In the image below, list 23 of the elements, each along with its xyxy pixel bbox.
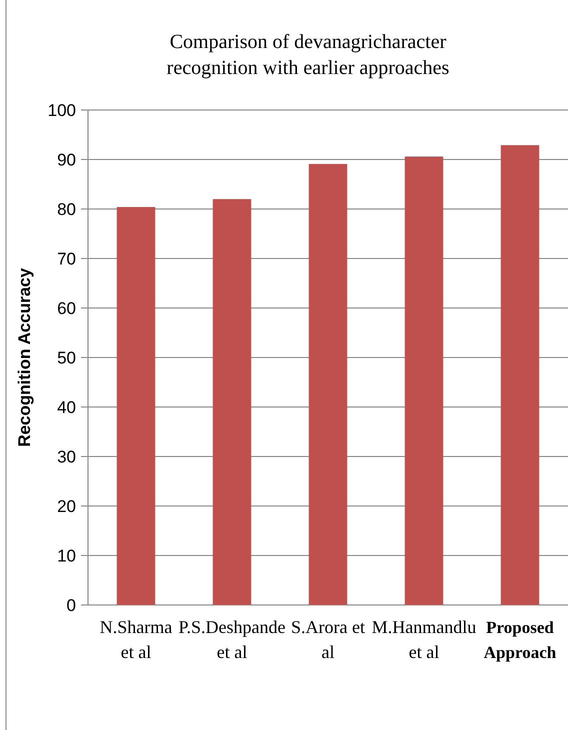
y-tick-label: 20 <box>57 496 76 516</box>
y-tick-label: 60 <box>57 298 76 318</box>
y-tick-label: 100 <box>48 100 76 120</box>
x-tick-label: Proposed Approach <box>484 618 557 662</box>
y-tick-label: 30 <box>57 447 76 466</box>
x-tick-label: P.S.Deshpande et al <box>178 617 286 662</box>
bar <box>116 207 156 605</box>
chart-title: Comparison of devanagricharacter recognition with earlier approaches <box>166 31 450 79</box>
y-axis-title: Recognition Accuracy <box>15 268 34 447</box>
y-tick-label: 10 <box>57 546 76 566</box>
x-tick-label: N.Sharma et al <box>100 617 172 662</box>
x-tick-label: S.Arora et al <box>291 617 365 662</box>
y-tick-label: 50 <box>57 348 76 368</box>
bar <box>212 199 252 605</box>
bar <box>308 164 348 605</box>
y-tick-label: 40 <box>57 398 76 417</box>
bar <box>404 156 444 605</box>
y-tick-label: 90 <box>57 150 76 170</box>
bar <box>500 145 540 605</box>
y-tick-label: 70 <box>57 249 76 268</box>
y-tick-label: 0 <box>66 596 76 615</box>
y-tick-label: 80 <box>57 200 76 219</box>
x-tick-label: M.Hanmandlu et al <box>372 617 476 662</box>
